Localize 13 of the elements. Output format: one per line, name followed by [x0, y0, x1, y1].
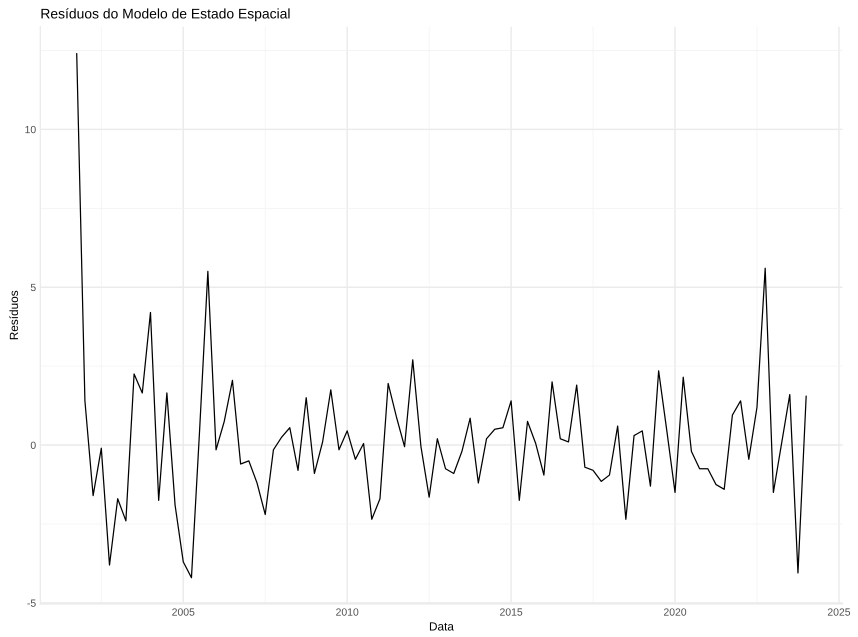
x-tick-label: 2025 — [828, 608, 850, 616]
chart-title: Resíduos do Modelo de Estado Espacial — [41, 8, 290, 22]
y-axis-title: Resíduos — [9, 290, 18, 340]
y-tick-label: 0 — [30, 442, 36, 449]
x-tick-label: 2015 — [500, 608, 522, 616]
y-tick-label: 10 — [25, 126, 36, 134]
x-tick-label: 2005 — [172, 608, 194, 616]
x-tick-label: 2010 — [336, 608, 358, 616]
x-tick-label: 2020 — [664, 608, 686, 616]
line-series — [76, 52, 807, 578]
x-axis-title: Data — [430, 622, 454, 631]
y-tick-label: -5 — [27, 600, 36, 607]
y-tick-label: 5 — [30, 284, 36, 292]
